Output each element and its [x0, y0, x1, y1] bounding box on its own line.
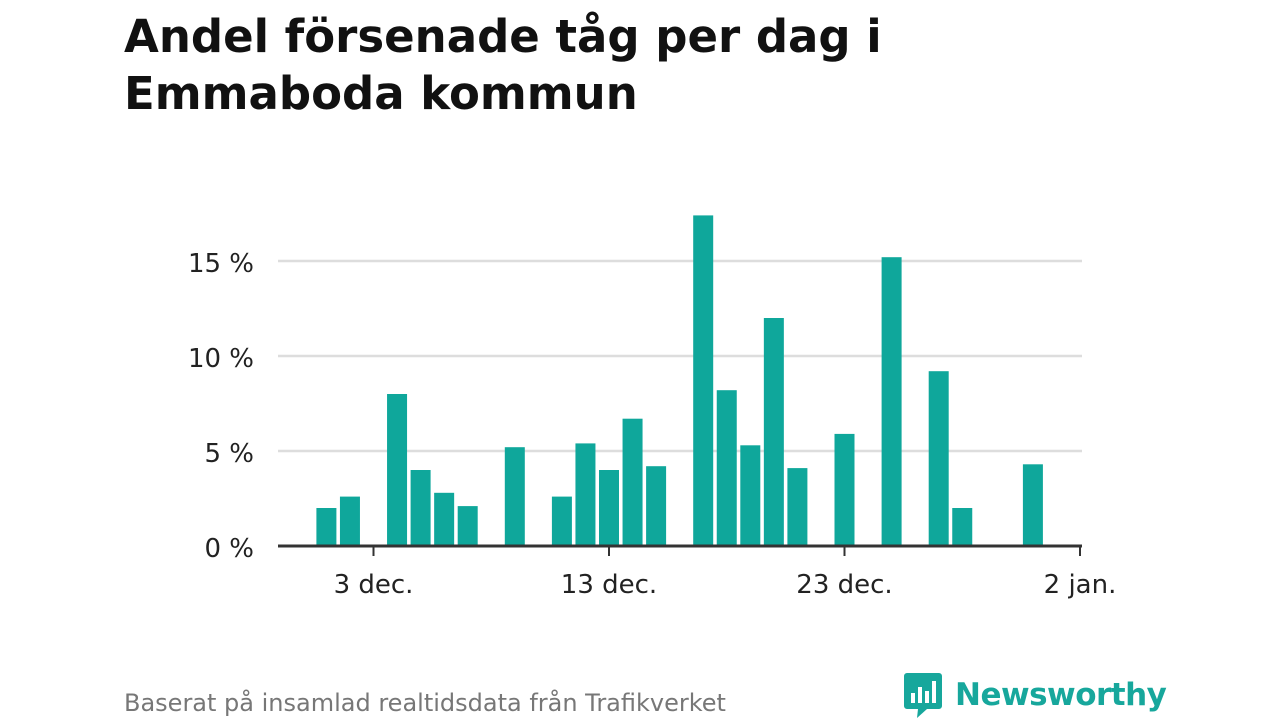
bar	[504, 447, 525, 546]
bar	[834, 433, 855, 546]
bar	[339, 496, 360, 546]
bar	[763, 318, 784, 546]
bar	[787, 468, 808, 546]
x-tick-label: 23 dec.	[796, 570, 892, 600]
bar	[1022, 464, 1043, 546]
newsworthy-logo-icon	[904, 673, 942, 718]
bar	[316, 508, 337, 546]
bar	[551, 496, 572, 546]
bar	[716, 390, 737, 546]
y-tick-label: 15 %	[188, 249, 254, 279]
bar	[599, 470, 619, 546]
chart-title: Andel försenade tåg per dag i Emmaboda k…	[124, 10, 882, 120]
brand-name: Newsworthy	[955, 677, 1167, 713]
bars	[316, 215, 1043, 546]
bar-chart: 0 % 5 % 10 % 15 % 3 dec. 13 dec. 23 dec. 2 jan…	[188, 215, 1117, 600]
bar	[693, 215, 714, 546]
x-tick-label: 3 dec.	[334, 570, 414, 600]
bar	[740, 445, 761, 546]
bar	[410, 470, 431, 546]
y-tick-label: 10 %	[188, 344, 254, 374]
y-axis-tick-labels: 0 % 5 % 10 % 15 %	[188, 249, 254, 564]
bar	[646, 466, 667, 546]
bar	[387, 394, 408, 546]
y-tick-label: 5 %	[204, 439, 254, 469]
bar	[928, 371, 949, 546]
bar	[622, 418, 643, 546]
bar	[952, 508, 973, 546]
bar	[575, 443, 596, 546]
bar	[434, 492, 455, 546]
x-tick-label: 2 jan.	[1044, 570, 1117, 600]
bar	[457, 506, 478, 546]
axes	[278, 544, 1082, 556]
source-note: Baserat på insamlad realtidsdata från Tr…	[124, 689, 726, 717]
y-tick-label: 0 %	[204, 534, 254, 564]
bar	[881, 257, 902, 546]
newsworthy-logo: Newsworthy	[903, 670, 1167, 720]
x-tick-label: 13 dec.	[561, 570, 657, 600]
x-axis-tick-labels: 3 dec. 13 dec. 23 dec. 2 jan.	[334, 570, 1117, 600]
